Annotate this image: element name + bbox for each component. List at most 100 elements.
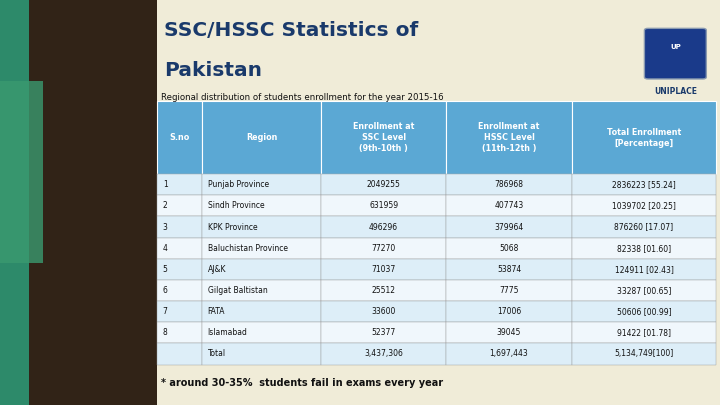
Text: Regional distribution of students enrollment for the year 2015-16: Regional distribution of students enroll… — [161, 93, 444, 102]
Text: Punjab Province: Punjab Province — [208, 180, 269, 189]
Bar — [572, 301, 716, 322]
Bar — [157, 322, 202, 343]
Text: 786968: 786968 — [495, 180, 523, 189]
Text: 496296: 496296 — [369, 222, 398, 232]
Text: 1: 1 — [163, 180, 168, 189]
Text: 91422 [01.78]: 91422 [01.78] — [617, 328, 671, 337]
Bar — [321, 238, 446, 259]
Bar — [321, 343, 446, 364]
Bar — [572, 101, 716, 174]
Bar — [202, 343, 321, 364]
Text: Baluchistan Province: Baluchistan Province — [208, 244, 288, 253]
Text: 124911 [02.43]: 124911 [02.43] — [615, 265, 673, 274]
Text: 2: 2 — [163, 201, 168, 210]
Bar — [446, 195, 572, 216]
Text: 8: 8 — [163, 328, 168, 337]
Bar — [157, 101, 202, 174]
Bar — [202, 195, 321, 216]
Text: 33600: 33600 — [372, 307, 396, 316]
Bar — [446, 238, 572, 259]
Bar — [157, 259, 202, 280]
Text: Gilgat Baltistan: Gilgat Baltistan — [208, 286, 268, 295]
Text: 1039702 [20.25]: 1039702 [20.25] — [612, 201, 676, 210]
Bar — [572, 322, 716, 343]
Text: KPK Province: KPK Province — [208, 222, 257, 232]
Text: 2049255: 2049255 — [366, 180, 400, 189]
Text: Total: Total — [208, 350, 226, 358]
Bar — [446, 174, 572, 195]
Bar — [446, 101, 572, 174]
Text: 7775: 7775 — [499, 286, 519, 295]
Text: 5: 5 — [163, 265, 168, 274]
Bar — [321, 259, 446, 280]
Text: 3: 3 — [163, 222, 168, 232]
Text: S.no: S.no — [169, 133, 189, 142]
Bar — [157, 174, 202, 195]
Text: Pakistan: Pakistan — [164, 62, 262, 80]
Bar — [202, 280, 321, 301]
Bar — [446, 259, 572, 280]
Bar — [321, 301, 446, 322]
Bar — [446, 322, 572, 343]
Bar — [29, 0, 157, 405]
Bar — [321, 174, 446, 195]
Text: Islamabad: Islamabad — [208, 328, 248, 337]
Bar — [321, 101, 446, 174]
Text: FATA: FATA — [208, 307, 225, 316]
Bar — [572, 343, 716, 364]
Bar — [572, 280, 716, 301]
Text: 25512: 25512 — [372, 286, 395, 295]
Bar — [572, 259, 716, 280]
Text: 2836223 [55.24]: 2836223 [55.24] — [612, 180, 676, 189]
Text: * around 30-35%  students fail in exams every year: * around 30-35% students fail in exams e… — [161, 378, 443, 388]
Bar — [29, 0, 157, 405]
Bar — [202, 322, 321, 343]
Text: Sindh Province: Sindh Province — [208, 201, 264, 210]
Bar — [202, 216, 321, 238]
Text: 52377: 52377 — [372, 328, 396, 337]
Text: 82338 [01.60]: 82338 [01.60] — [617, 244, 671, 253]
Bar — [157, 343, 202, 364]
Text: 3,437,306: 3,437,306 — [364, 350, 403, 358]
Text: 407743: 407743 — [495, 201, 523, 210]
Bar — [572, 195, 716, 216]
Text: 1,697,443: 1,697,443 — [490, 350, 528, 358]
Bar — [321, 216, 446, 238]
Bar — [446, 301, 572, 322]
Text: 53874: 53874 — [497, 265, 521, 274]
Text: 876260 [17.07]: 876260 [17.07] — [614, 222, 674, 232]
Text: 5068: 5068 — [500, 244, 518, 253]
Bar — [0, 0, 29, 405]
Bar — [446, 343, 572, 364]
Bar — [0, 0, 157, 405]
Text: 4: 4 — [163, 244, 168, 253]
Bar — [157, 301, 202, 322]
Bar — [446, 280, 572, 301]
Bar — [321, 322, 446, 343]
Text: 71037: 71037 — [372, 265, 396, 274]
Bar — [321, 280, 446, 301]
Text: 7: 7 — [163, 307, 168, 316]
Bar — [157, 238, 202, 259]
Text: Enrollment at
SSC Level
(9th-10th ): Enrollment at SSC Level (9th-10th ) — [353, 122, 414, 153]
Text: 33287 [00.65]: 33287 [00.65] — [617, 286, 671, 295]
Text: Region: Region — [246, 133, 277, 142]
Text: Total Enrollment
[Percentage]: Total Enrollment [Percentage] — [607, 128, 681, 148]
Text: Enrollment at
HSSC Level
(11th-12th ): Enrollment at HSSC Level (11th-12th ) — [478, 122, 540, 153]
Text: 379964: 379964 — [495, 222, 523, 232]
Text: 6: 6 — [163, 286, 168, 295]
Text: 50606 [00.99]: 50606 [00.99] — [617, 307, 671, 316]
Bar — [202, 259, 321, 280]
Bar — [572, 174, 716, 195]
Bar — [0, 81, 43, 263]
Bar — [572, 238, 716, 259]
Bar — [202, 301, 321, 322]
Text: UNIPLACE: UNIPLACE — [654, 87, 697, 96]
Bar — [157, 0, 720, 113]
Text: 77270: 77270 — [372, 244, 396, 253]
Text: 39045: 39045 — [497, 328, 521, 337]
Bar — [202, 174, 321, 195]
Bar — [572, 216, 716, 238]
Bar — [446, 216, 572, 238]
Bar — [321, 195, 446, 216]
